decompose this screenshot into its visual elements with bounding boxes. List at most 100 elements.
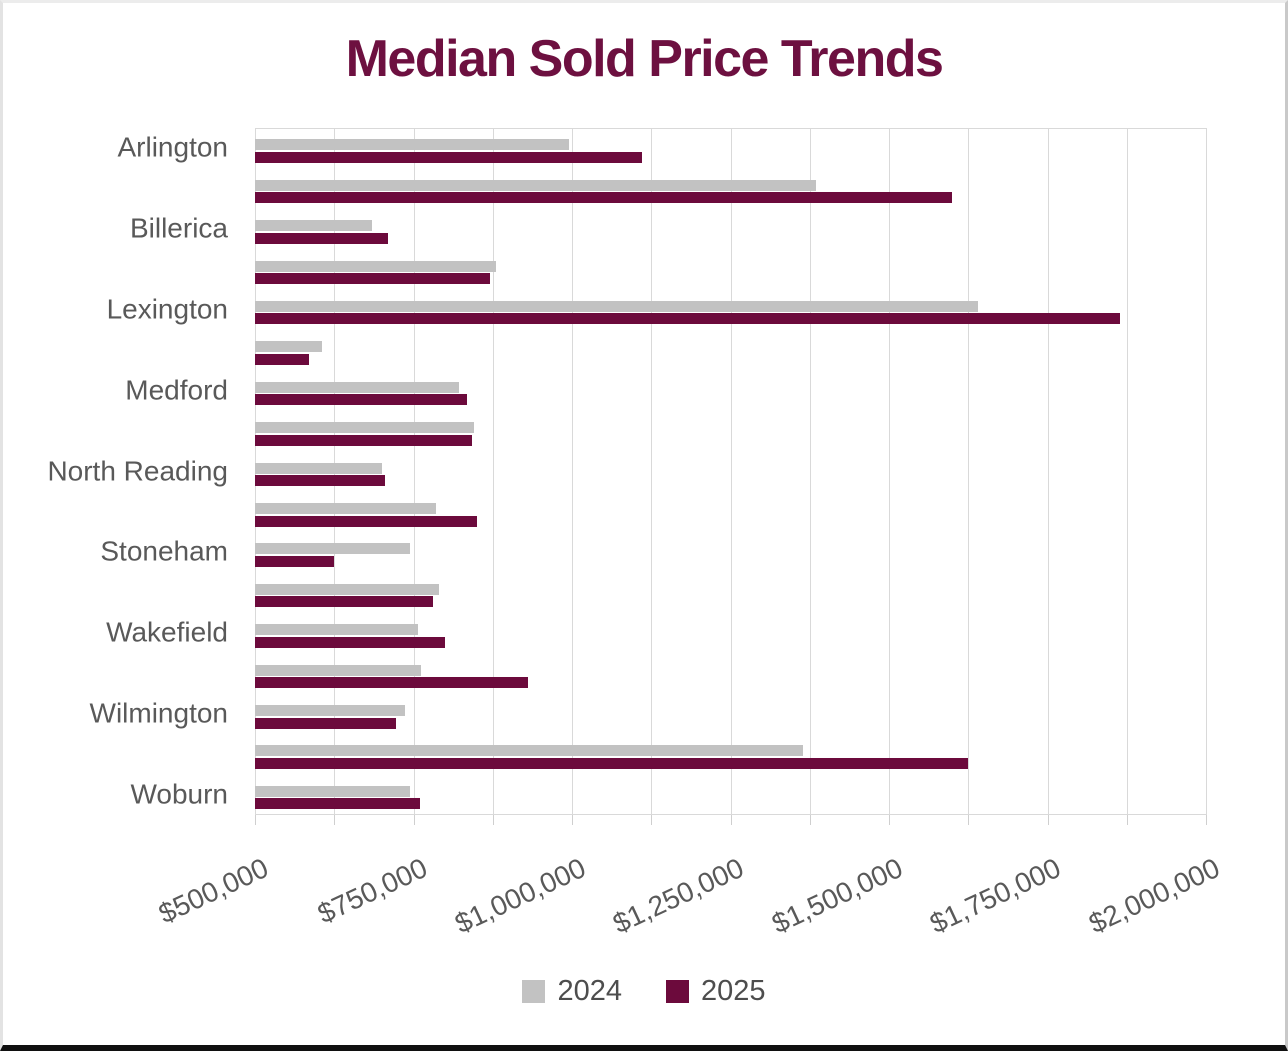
bar-2024 — [255, 745, 804, 757]
bar-2025-north-reading — [255, 475, 385, 487]
gridline — [572, 128, 573, 815]
bar-row — [255, 734, 1206, 774]
bar-row — [255, 249, 1206, 289]
x-axis-tick — [889, 815, 890, 825]
bar-2024 — [255, 179, 817, 191]
bar-2024-stoneham — [255, 543, 411, 555]
bar-2025 — [255, 596, 433, 608]
x-axis-tick — [572, 815, 573, 825]
x-axis-tick — [413, 815, 415, 825]
bar-2024 — [255, 422, 474, 434]
bar-2025-stoneham — [255, 555, 335, 567]
category-label: Medford — [125, 374, 228, 406]
category-label: Billerica — [129, 212, 228, 244]
x-axis-tick — [255, 815, 256, 825]
bar-2024-wilmington — [255, 705, 406, 717]
gridline — [730, 128, 732, 815]
bar-2024 — [255, 583, 439, 595]
value-axis-label: $1,000,000 — [449, 852, 591, 940]
bar-row — [255, 775, 1206, 815]
bar-2024 — [255, 664, 422, 676]
bar-row — [255, 128, 1206, 168]
bar-2024-lexington — [255, 300, 978, 312]
bar-row — [255, 451, 1206, 491]
value-axis-label: $1,750,000 — [925, 852, 1066, 940]
legend: 2024 2025 — [3, 975, 1285, 1008]
value-axis-label: $750,000 — [312, 852, 432, 930]
bar-row — [255, 290, 1206, 330]
x-axis-tick — [1047, 815, 1049, 825]
value-axis-label: $1,500,000 — [766, 852, 908, 940]
bar-2025 — [255, 757, 969, 769]
gridline — [889, 128, 890, 815]
bar-2025 — [255, 353, 309, 365]
bar-row — [255, 694, 1206, 734]
bar-2025-arlington — [255, 151, 642, 163]
bar-row — [255, 411, 1206, 451]
bar-row — [255, 613, 1206, 653]
bar-2025 — [255, 192, 953, 204]
bar-2025 — [255, 677, 528, 689]
x-axis-tick — [651, 815, 653, 825]
gridline — [413, 128, 415, 815]
bar-2024-woburn — [255, 785, 411, 797]
bar-2025-wakefield — [255, 636, 446, 648]
bar-2024-north-reading — [255, 462, 382, 474]
gridline — [1206, 128, 1207, 815]
bar-2024 — [255, 341, 322, 353]
bar-2025-lexington — [255, 313, 1121, 325]
x-axis-tick — [1126, 815, 1128, 825]
bar-2025-woburn — [255, 798, 420, 810]
category-label: Wakefield — [106, 616, 228, 648]
bar-2024-medford — [255, 381, 460, 393]
plot-border-bottom — [255, 814, 1206, 815]
bar-2025 — [255, 273, 490, 285]
plot-border-top — [255, 128, 1206, 129]
x-axis-tick — [730, 815, 732, 825]
plot-area — [255, 128, 1207, 815]
value-axis-label: $1,250,000 — [608, 852, 749, 940]
bar-row — [255, 492, 1206, 532]
x-axis-tick — [809, 815, 811, 825]
legend-label: 2024 — [557, 975, 622, 1007]
x-axis-tick — [334, 815, 336, 825]
legend-label: 2025 — [701, 975, 766, 1007]
bar-row — [255, 330, 1206, 370]
value-axis-label: $2,000,000 — [1083, 852, 1225, 940]
bar-2024-arlington — [255, 139, 569, 151]
bar-2025 — [255, 434, 473, 446]
bar-row — [255, 573, 1206, 613]
x-axis-tick — [968, 815, 970, 825]
bar-row — [255, 370, 1206, 410]
bar-2025-wilmington — [255, 717, 396, 729]
category-label: Lexington — [106, 293, 228, 325]
gridline — [1126, 128, 1128, 815]
bar-2025-billerica — [255, 232, 389, 244]
chart-title: Median Sold Price Trends — [345, 30, 944, 88]
bar-row — [255, 209, 1206, 249]
legend-swatch-2024 — [522, 980, 546, 1003]
category-label: Woburn — [130, 778, 228, 810]
gridline — [809, 128, 811, 815]
category-label: Arlington — [117, 131, 228, 163]
bar-2024-wakefield — [255, 624, 418, 636]
category-label: North Reading — [47, 454, 228, 486]
category-label: Stoneham — [100, 535, 228, 567]
x-axis-tick — [492, 815, 494, 825]
gridline — [968, 128, 970, 815]
value-axis-label: $500,000 — [154, 852, 274, 930]
bar-2024 — [255, 260, 496, 272]
legend-item-2024: 2024 — [522, 975, 622, 1008]
bar-2025-medford — [255, 394, 468, 406]
category-label: Wilmington — [89, 697, 228, 729]
bar-2025 — [255, 515, 477, 527]
legend-item-2025: 2025 — [666, 975, 766, 1008]
x-axis-tick — [1206, 815, 1207, 825]
bar-row — [255, 532, 1206, 572]
bar-2024 — [255, 503, 436, 514]
gridline — [492, 128, 494, 815]
gridline — [651, 128, 653, 815]
bar-row — [255, 168, 1206, 208]
gridline — [1047, 128, 1049, 815]
